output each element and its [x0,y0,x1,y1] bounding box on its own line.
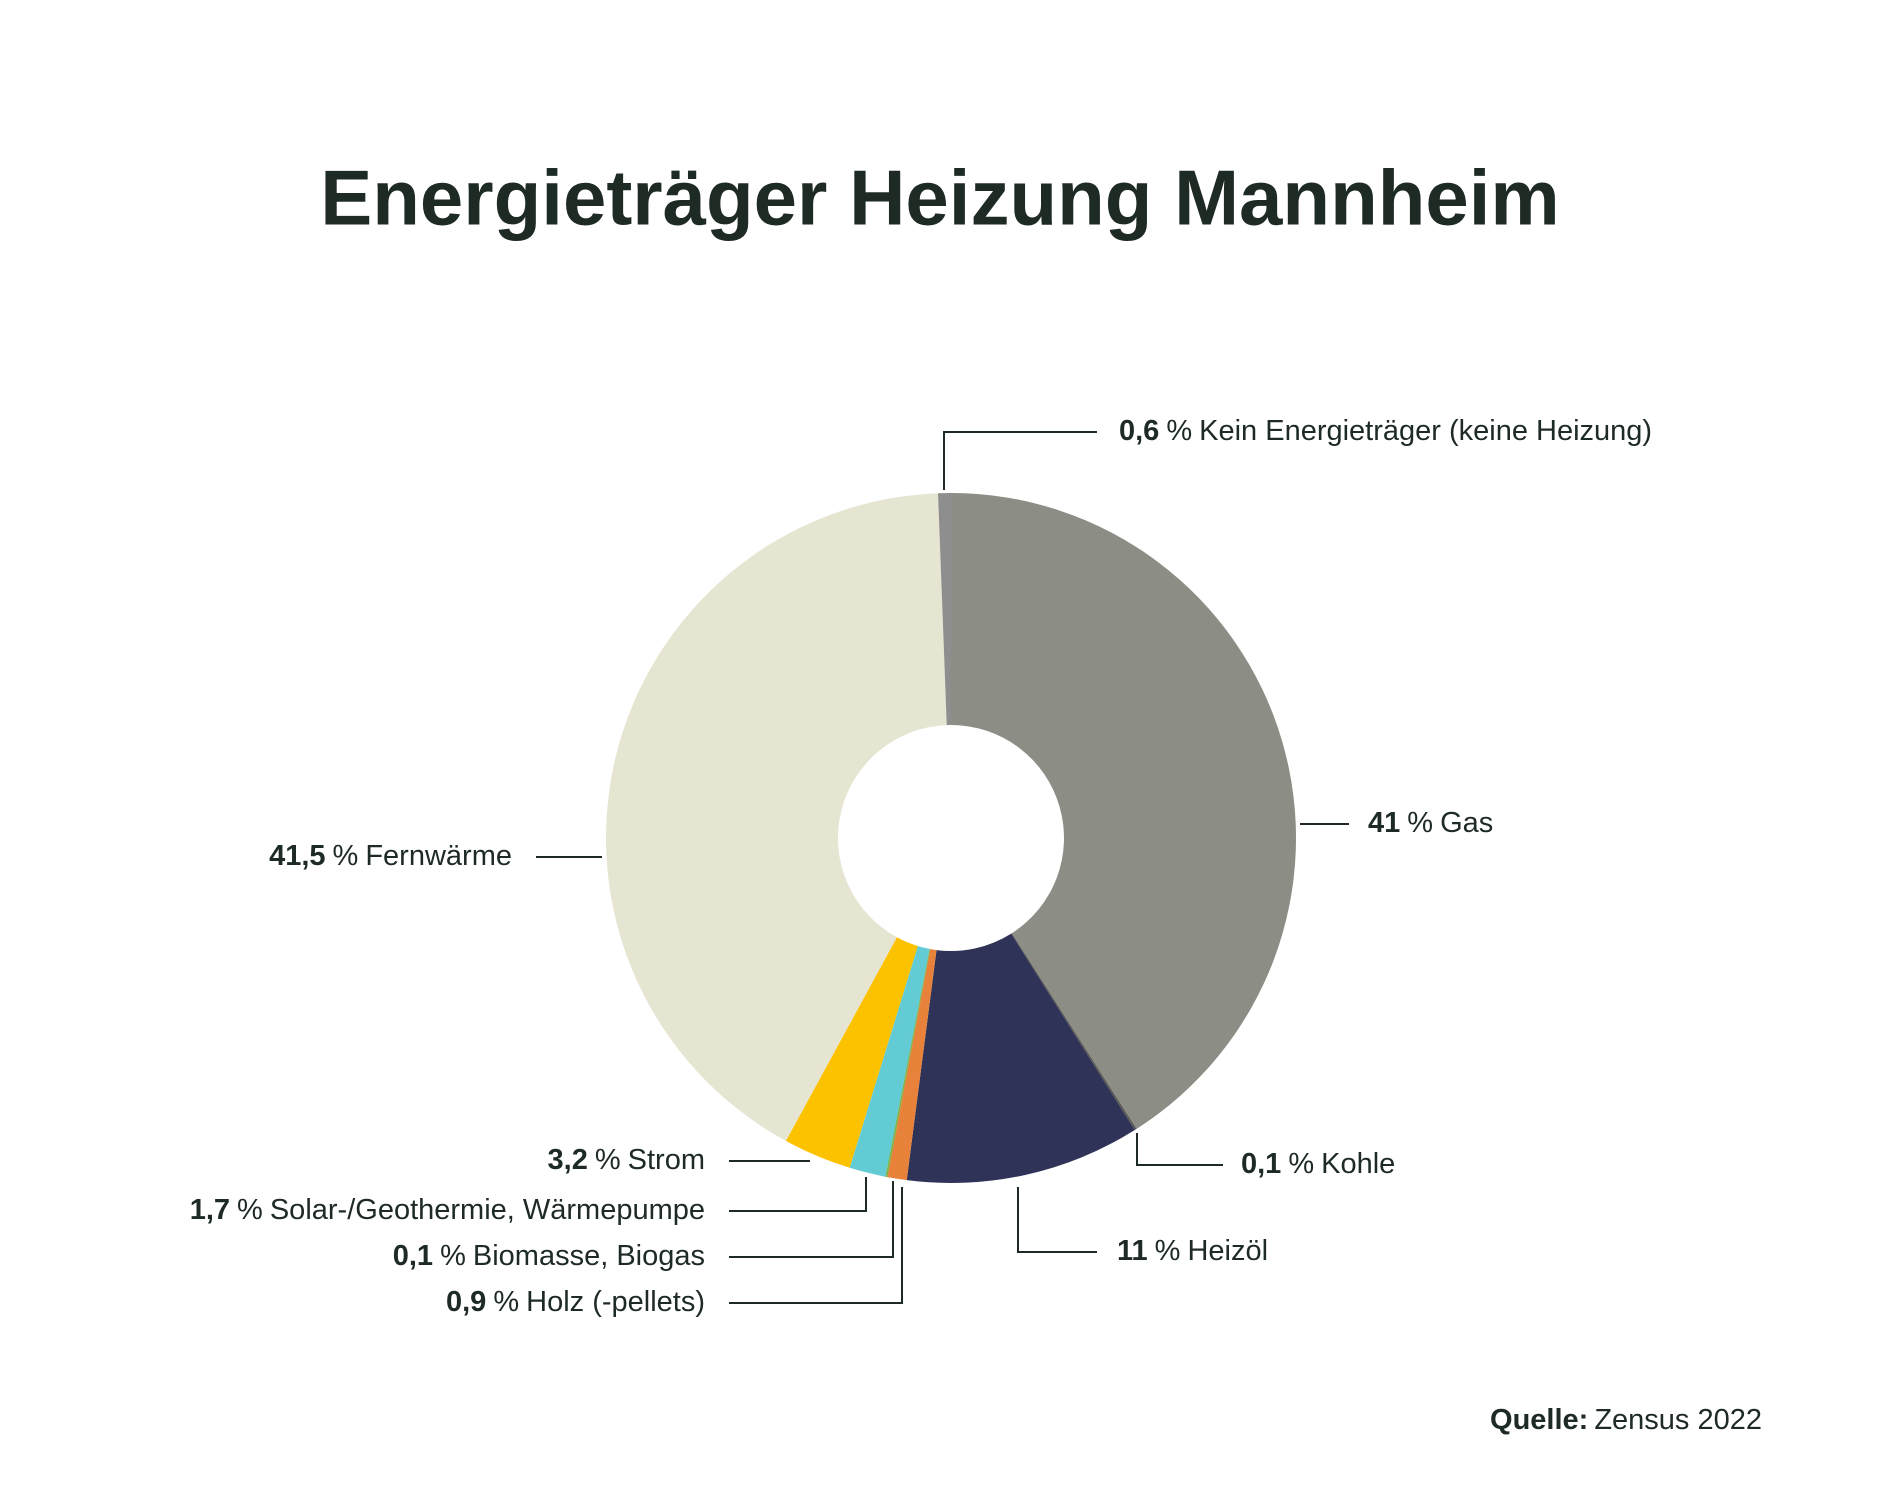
category-label: Holz (-pellets) [526,1286,705,1318]
donut-slice [849,946,930,1177]
data-label: 0,1% Kohle [1241,1148,1395,1180]
category-label: Strom [628,1144,705,1176]
unit-label: % [493,1286,519,1318]
donut-slice [938,493,951,726]
value-label: 0,6 [1119,415,1159,447]
source: Quelle: Zensus 2022 [1490,1404,1762,1436]
unit-label: % [1288,1148,1314,1180]
value-label: 0,1 [1241,1148,1281,1180]
leader-line [729,1177,867,1212]
donut-slice [885,948,931,1178]
value-label: 0,1 [393,1240,433,1272]
data-label: 0,6% Kein Energieträger (keine Heizung) [1119,415,1652,447]
unit-label: % [237,1194,263,1226]
data-label: 1,7% Solar-/Geothermie, Wärmepumpe [190,1194,705,1226]
category-label: Gas [1440,807,1493,839]
category-label: Solar-/Geothermie, Wärmepumpe [270,1194,705,1226]
value-label: 3,2 [548,1144,588,1176]
donut-slice [906,933,1135,1183]
leader-line [943,431,1097,490]
leader-line [729,1187,903,1304]
value-label: 41 [1368,807,1400,839]
data-label: 11% Heizöl [1117,1235,1268,1267]
unit-label: % [440,1240,466,1272]
source-text: Zensus 2022 [1594,1404,1762,1436]
data-label: 3,2% Strom [548,1144,705,1176]
category-label: Kein Energieträger (keine Heizung) [1199,415,1652,447]
leader-line [1136,1133,1223,1166]
donut-slice [1011,933,1137,1130]
category-label: Kohle [1321,1148,1395,1180]
unit-label: % [1407,807,1433,839]
unit-label: % [595,1144,621,1176]
chart-title: Energieträger Heizung Mannheim [320,154,1560,242]
donut-slice [887,949,937,1181]
unit-label: % [1155,1235,1181,1267]
source-label: Quelle: [1490,1404,1588,1436]
leader-line [729,1181,894,1258]
data-label: 0,1% Biomasse, Biogas [393,1240,705,1272]
donut-slice [951,493,1296,1129]
data-label: 0,9% Holz (-pellets) [446,1286,705,1318]
data-label: 41% Gas [1368,807,1493,839]
category-label: Heizöl [1187,1235,1268,1267]
value-label: 1,7 [190,1194,230,1226]
value-label: 11 [1117,1235,1148,1267]
unit-label: % [1166,415,1192,447]
value-label: 41,5 [269,840,325,872]
value-label: 0,9 [446,1286,486,1318]
category-label: Fernwärme [365,840,512,872]
donut-slice [606,493,947,1141]
data-label: 41,5% Fernwärme [269,840,512,872]
category-label: Biomasse, Biogas [473,1240,705,1272]
leader-line [1017,1187,1097,1253]
donut-slice [785,937,918,1168]
unit-label: % [333,840,359,872]
